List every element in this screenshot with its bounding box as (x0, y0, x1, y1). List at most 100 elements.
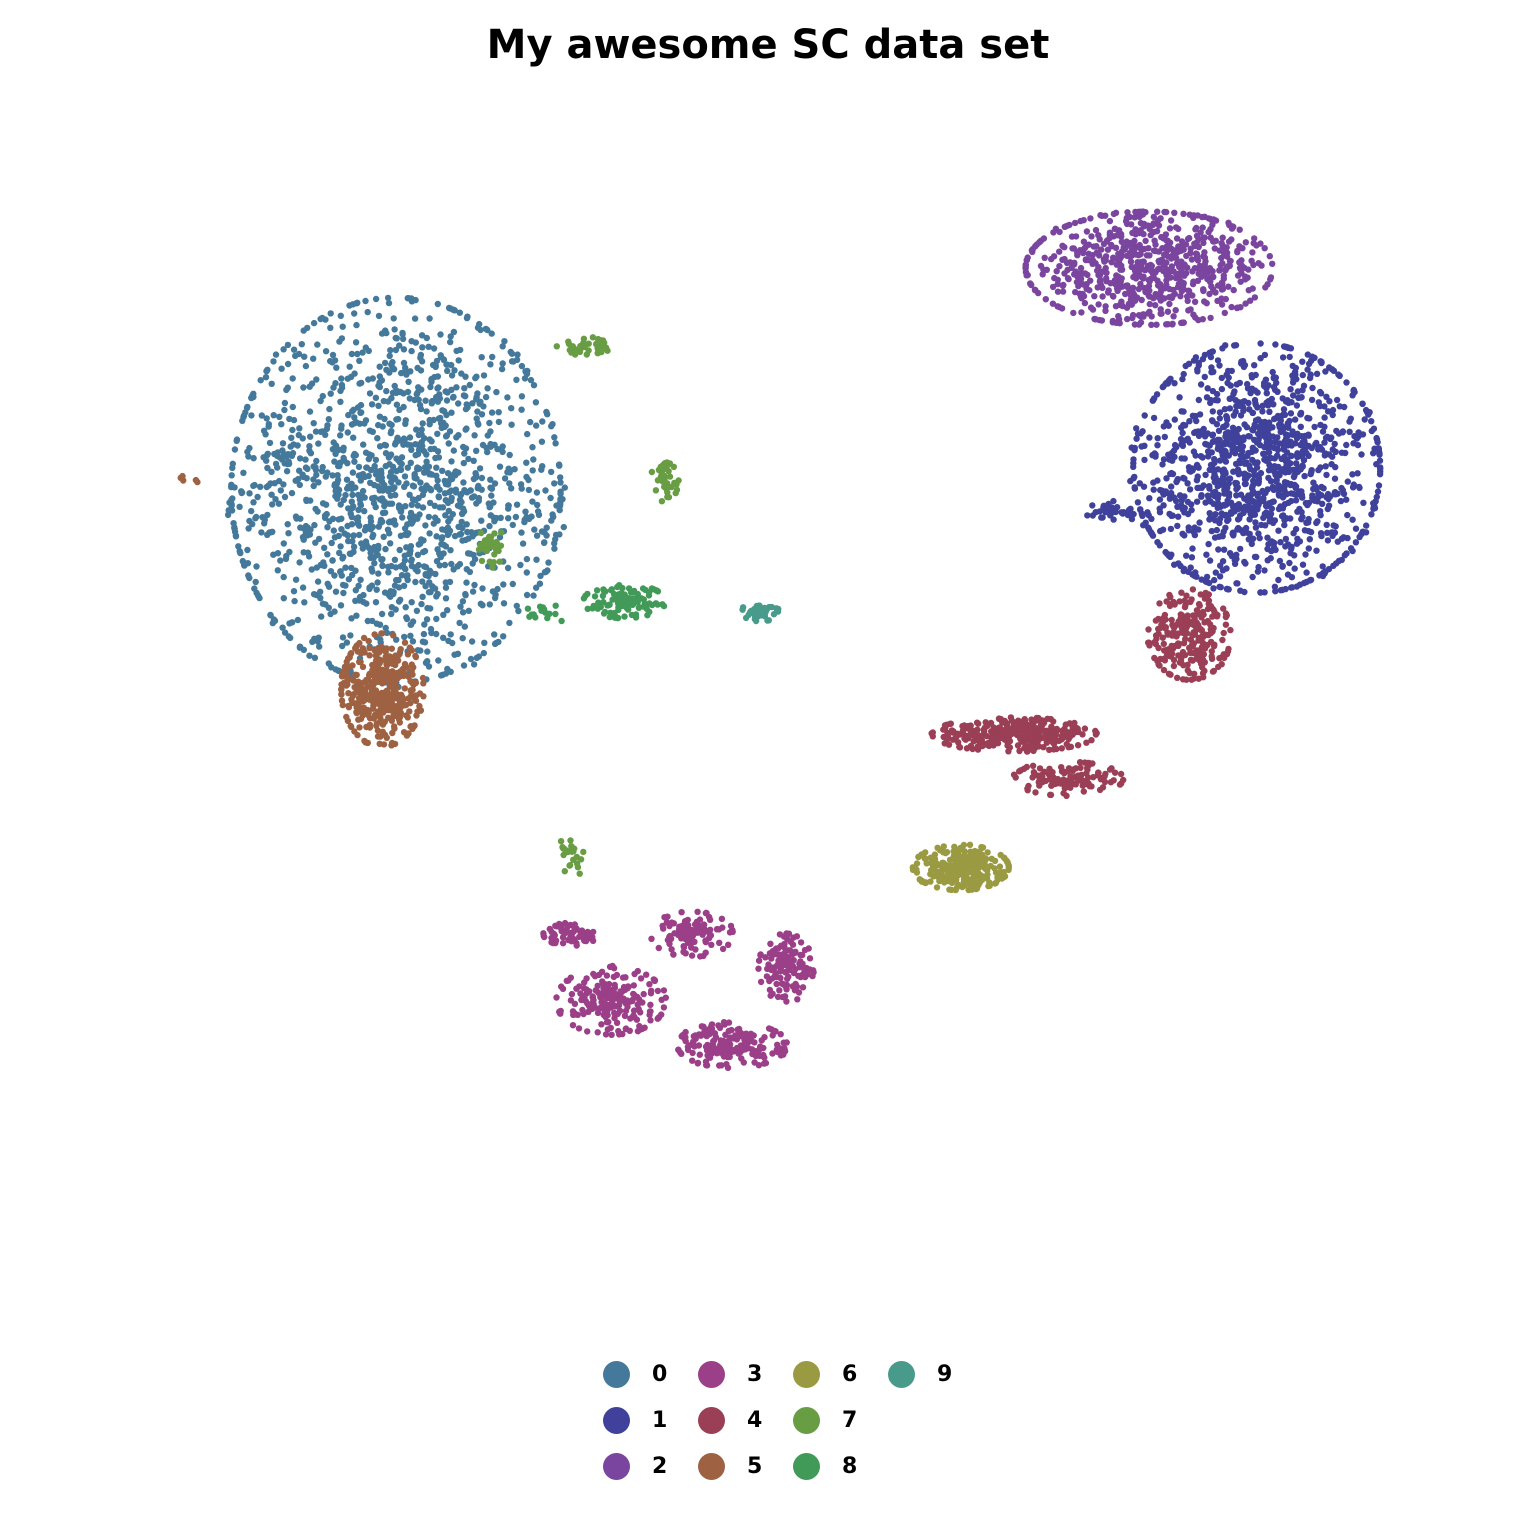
data-point (500, 581, 507, 588)
data-point (1174, 522, 1181, 530)
data-point (1123, 243, 1130, 250)
data-point (1287, 345, 1295, 352)
data-point (1284, 420, 1292, 428)
data-point (386, 461, 393, 468)
series-3-points (540, 908, 817, 1072)
data-point (339, 642, 346, 650)
data-point (603, 1001, 610, 1008)
data-point (340, 444, 347, 451)
data-point (426, 416, 433, 424)
data-point (421, 547, 429, 555)
data-point (457, 346, 464, 354)
data-point (1041, 734, 1048, 742)
data-point (292, 477, 299, 484)
data-point (1183, 252, 1190, 260)
data-point (491, 480, 499, 487)
data-point (281, 493, 289, 501)
data-point (258, 529, 265, 536)
data-point (525, 476, 532, 484)
data-point (297, 515, 304, 522)
data-point (1093, 729, 1100, 737)
data-point (764, 965, 771, 972)
data-point (434, 430, 441, 437)
data-point (254, 493, 261, 501)
data-point (317, 397, 324, 405)
data-point (729, 1046, 736, 1054)
data-point (1160, 666, 1168, 674)
data-point (611, 1003, 618, 1010)
data-point (1368, 511, 1375, 518)
data-point (1133, 435, 1140, 442)
data-point (423, 616, 431, 623)
data-point (1087, 215, 1094, 222)
data-point (1326, 364, 1333, 371)
data-point (1207, 638, 1215, 646)
data-point (318, 613, 325, 620)
data-point (414, 464, 421, 471)
data-point (719, 924, 726, 931)
data-point (1156, 600, 1163, 607)
data-point (782, 969, 789, 976)
data-point (1168, 512, 1175, 519)
data-point (1282, 442, 1289, 449)
data-point (1349, 471, 1356, 478)
data-point (1036, 765, 1044, 772)
data-point (435, 493, 442, 500)
data-point (719, 1040, 727, 1047)
data-point (442, 433, 450, 440)
data-point (418, 439, 425, 446)
data-point (1177, 615, 1184, 622)
data-point (549, 511, 556, 518)
data-point (1042, 296, 1050, 303)
data-point (1317, 421, 1324, 429)
data-point (973, 730, 981, 737)
data-point (590, 997, 597, 1004)
data-point (1266, 500, 1273, 507)
data-point (356, 597, 363, 604)
data-point (762, 954, 769, 961)
data-point (1201, 298, 1208, 305)
data-point (263, 483, 270, 491)
data-point (523, 459, 530, 466)
data-point (1048, 723, 1055, 730)
data-point (1257, 589, 1264, 596)
data-point (758, 1037, 765, 1044)
data-point (1186, 439, 1193, 446)
data-point (378, 610, 386, 618)
data-point (1135, 285, 1143, 293)
data-point (1252, 417, 1260, 424)
data-point (975, 720, 982, 727)
data-point (670, 951, 677, 958)
data-point (1356, 484, 1363, 491)
data-point (1207, 314, 1214, 322)
data-point (624, 1003, 631, 1010)
data-point (1166, 602, 1174, 610)
data-point (1168, 489, 1175, 497)
data-point (337, 312, 344, 319)
data-point (684, 923, 692, 930)
data-point (280, 481, 287, 488)
data-point (1339, 486, 1347, 494)
data-point (412, 578, 419, 586)
data-point (1332, 448, 1339, 455)
data-point (1313, 547, 1320, 554)
data-point (619, 974, 627, 981)
data-point (440, 541, 448, 549)
data-point (310, 319, 318, 327)
data-point (415, 384, 422, 391)
data-point (1313, 439, 1320, 447)
data-point (703, 909, 710, 917)
data-point (1277, 428, 1284, 436)
data-point (777, 968, 784, 975)
data-point (1306, 374, 1314, 382)
data-point (1336, 372, 1343, 379)
data-point (469, 560, 476, 567)
data-point (1078, 309, 1085, 316)
data-point (750, 1032, 757, 1039)
data-point (1256, 441, 1264, 449)
data-point (738, 1033, 745, 1040)
data-point (723, 1061, 730, 1068)
data-point (389, 729, 396, 737)
data-point (281, 460, 288, 467)
data-point (279, 440, 287, 447)
